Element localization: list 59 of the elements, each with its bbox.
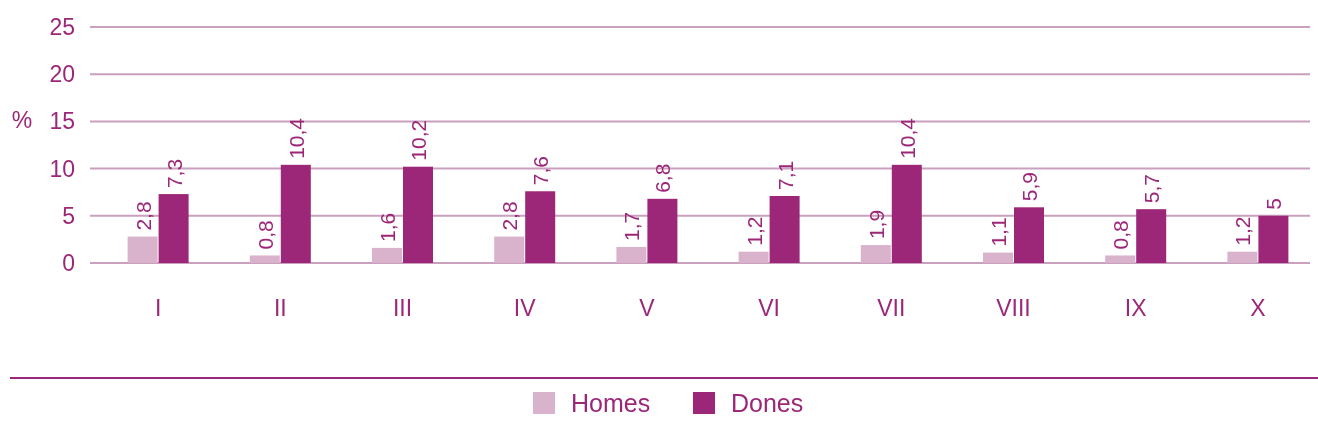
bar bbox=[403, 166, 433, 263]
data-label: 10,4 bbox=[895, 117, 919, 159]
x-tick-label: I bbox=[154, 295, 162, 321]
x-tick-label: II bbox=[273, 295, 287, 321]
bar bbox=[647, 198, 678, 263]
data-label: 5,7 bbox=[1140, 173, 1164, 204]
y-tick-label: 25 bbox=[49, 14, 75, 40]
data-label: 1,2 bbox=[1231, 216, 1255, 246]
data-label: 1,9 bbox=[864, 209, 888, 240]
bar bbox=[891, 164, 922, 263]
bar bbox=[1014, 207, 1044, 263]
legend-label: Homes bbox=[571, 389, 651, 417]
y-tick-label: 20 bbox=[49, 61, 75, 88]
data-label: 7,3 bbox=[162, 158, 186, 189]
y-tick-label: 15 bbox=[49, 108, 75, 135]
y-tick-label: 5 bbox=[62, 202, 75, 229]
x-tick-label: IX bbox=[1124, 295, 1147, 321]
data-label: 10,4 bbox=[284, 117, 308, 159]
data-label: 0,8 bbox=[253, 220, 277, 250]
bar bbox=[372, 247, 402, 263]
data-label: 1,7 bbox=[620, 211, 644, 241]
data-label: 10,2 bbox=[407, 119, 430, 161]
bar bbox=[1227, 251, 1258, 263]
x-tick-label: III bbox=[392, 295, 413, 321]
x-tick-label: VI bbox=[758, 295, 780, 321]
bar bbox=[769, 195, 800, 263]
bar bbox=[616, 246, 647, 263]
x-tick-label: VIII bbox=[996, 295, 1031, 321]
legend-label: Dones bbox=[731, 389, 804, 417]
bar bbox=[983, 252, 1013, 263]
data-label: 2,8 bbox=[498, 201, 522, 231]
bar bbox=[280, 164, 311, 263]
data-label: 1,1 bbox=[987, 217, 1010, 247]
data-label: 7,6 bbox=[529, 156, 553, 186]
y-tick-label: 10 bbox=[49, 155, 75, 182]
bar bbox=[1258, 215, 1289, 263]
x-tick-label: V bbox=[639, 295, 656, 321]
x-tick-label: X bbox=[1250, 295, 1266, 321]
bar bbox=[494, 236, 525, 263]
x-tick-label: VII bbox=[877, 295, 906, 321]
data-label: 6,8 bbox=[651, 163, 675, 193]
bar bbox=[158, 194, 189, 263]
data-label: 5 bbox=[1262, 198, 1286, 210]
data-label: 5,9 bbox=[1018, 172, 1041, 202]
y-axis-title: % bbox=[11, 107, 33, 133]
bar bbox=[1136, 209, 1167, 263]
data-label: 0,8 bbox=[1109, 220, 1133, 250]
bar bbox=[738, 251, 769, 263]
bar bbox=[1105, 255, 1136, 263]
data-label: 1,2 bbox=[742, 216, 766, 246]
y-tick-label: 0 bbox=[62, 250, 75, 276]
x-tick-label: IV bbox=[513, 295, 537, 321]
bar bbox=[860, 245, 891, 263]
bar bbox=[249, 255, 280, 263]
bar bbox=[127, 236, 158, 263]
data-label: 7,1 bbox=[773, 160, 797, 190]
data-label: 1,6 bbox=[376, 212, 399, 242]
data-label: 2,8 bbox=[131, 201, 155, 231]
bar bbox=[525, 191, 556, 263]
